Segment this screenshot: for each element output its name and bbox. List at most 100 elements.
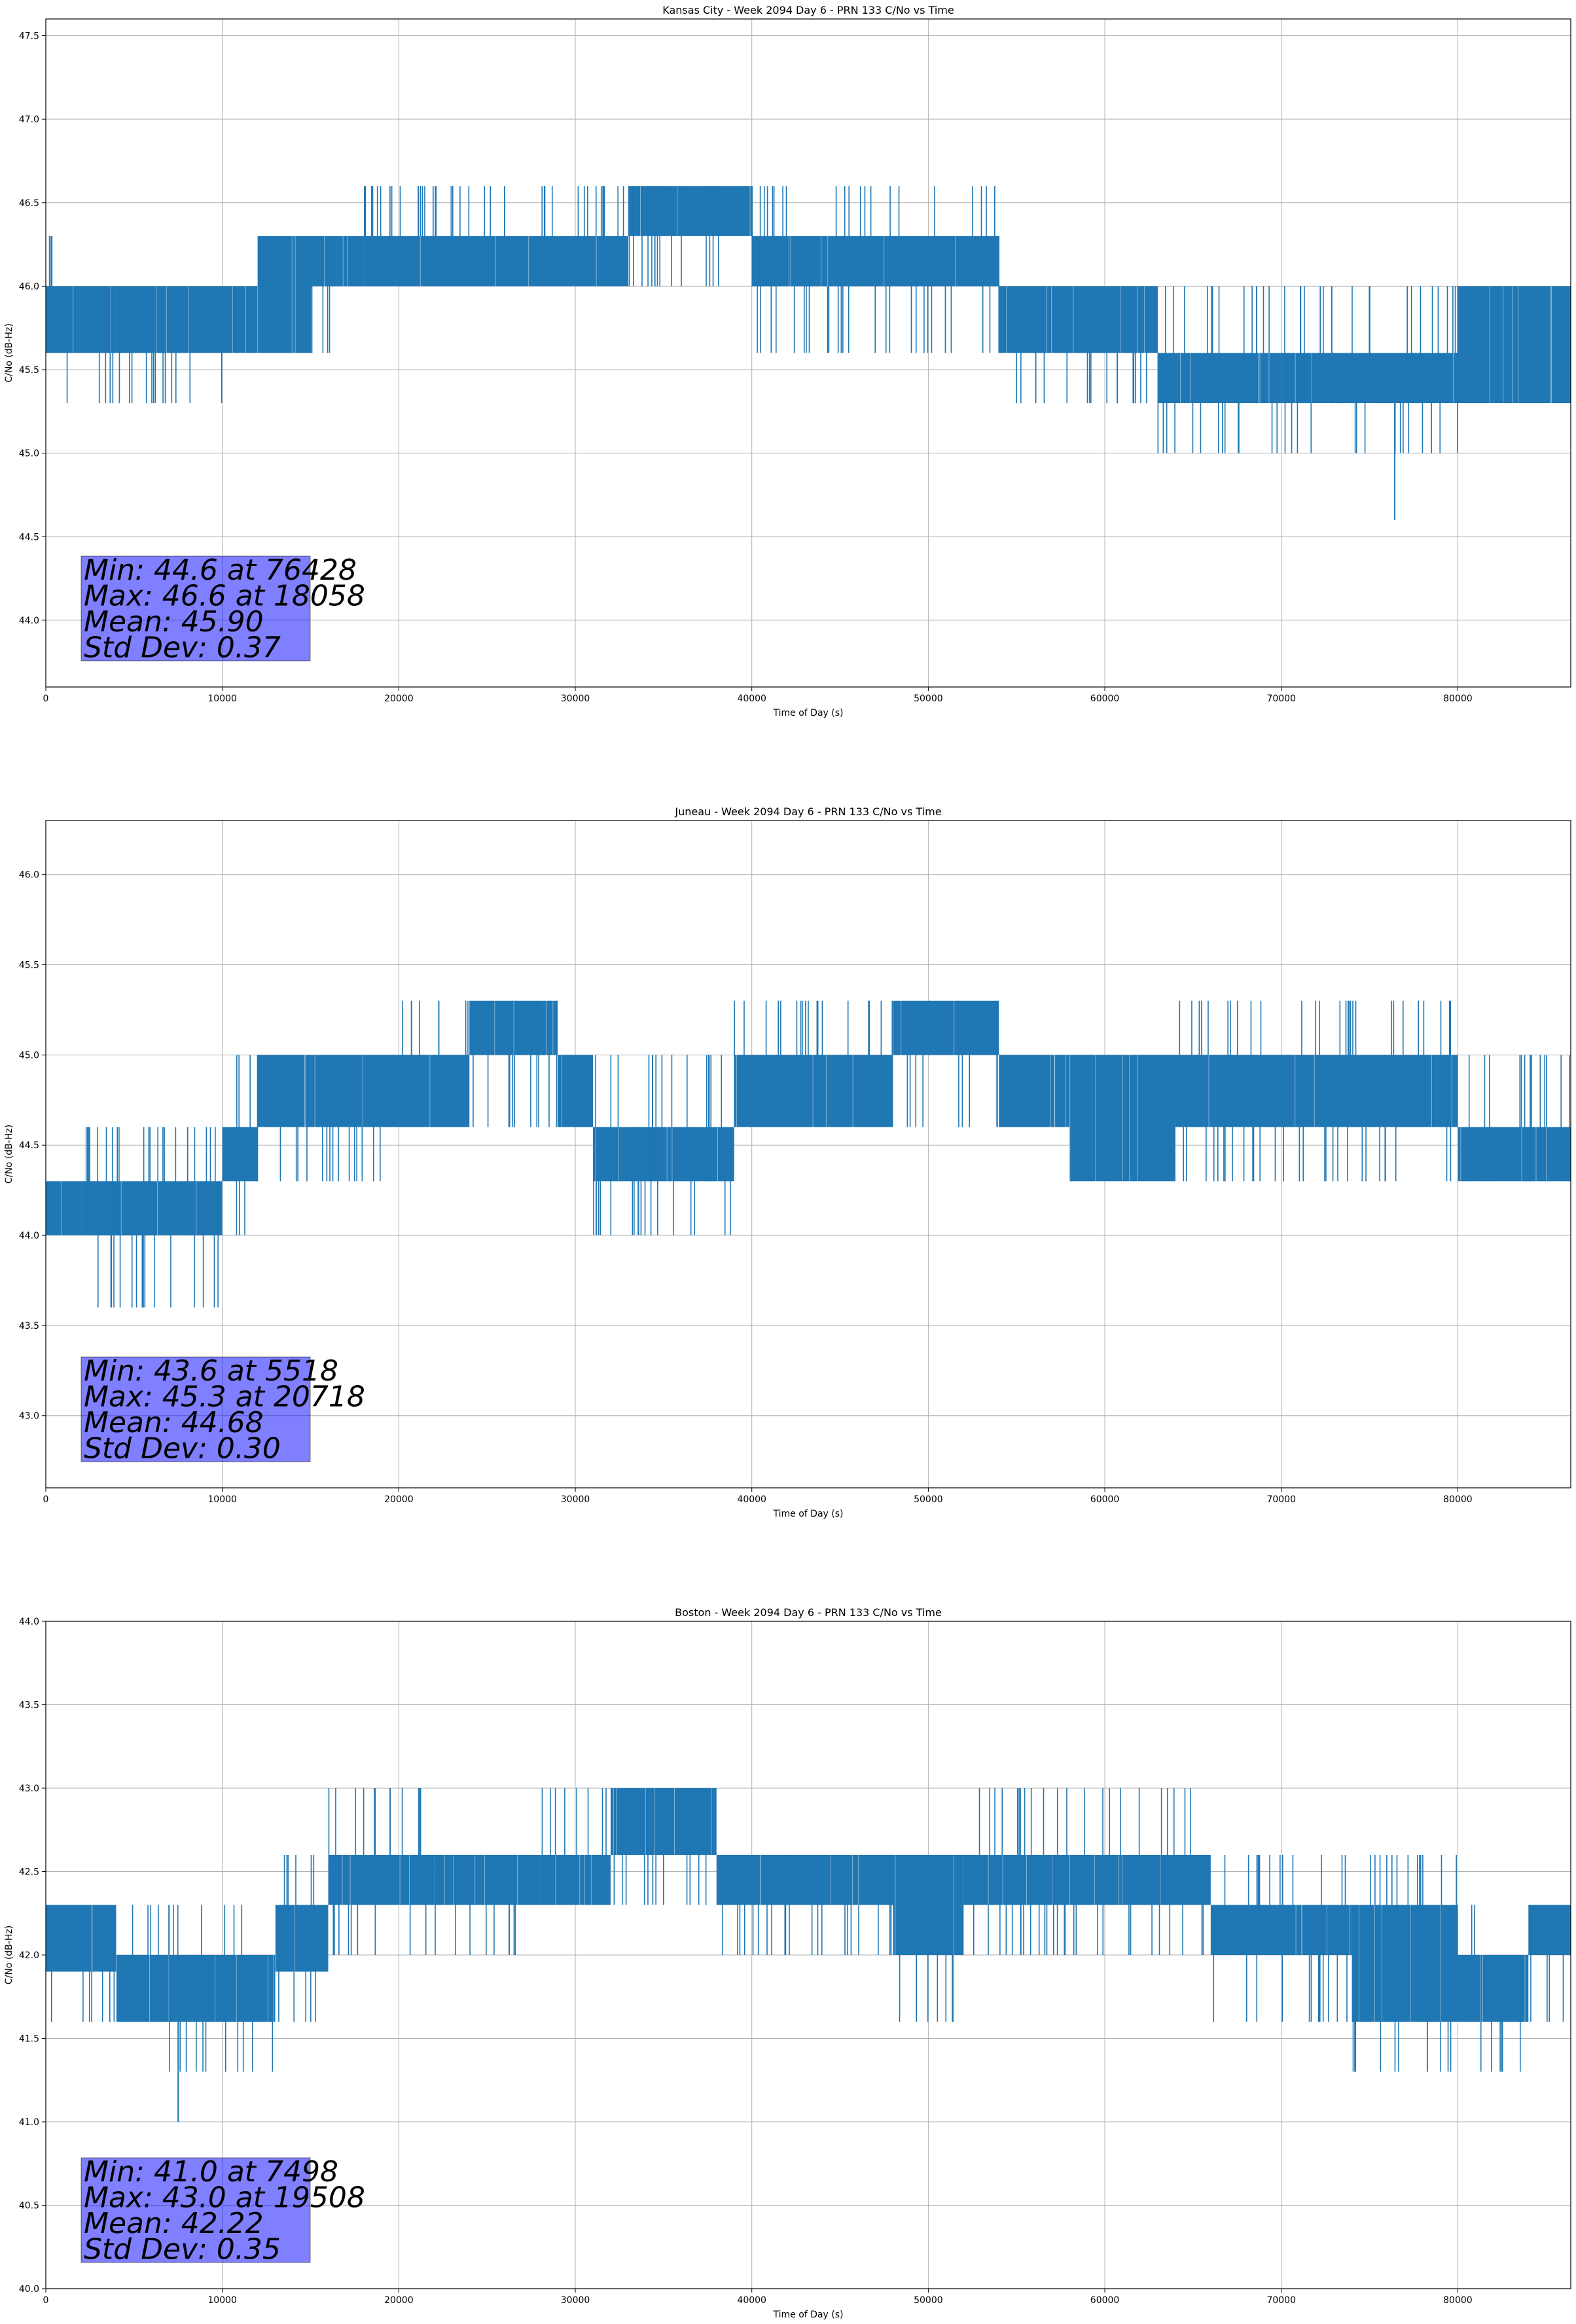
x-tick-label: 0 [43,694,49,704]
x-tick-label: 10000 [207,694,237,704]
stats-box-bg [81,555,311,661]
y-tick-label: 40.5 [19,2201,39,2211]
series-line [46,1000,1571,1308]
series-band [734,1055,893,1127]
stats-box-bg [81,2157,311,2263]
x-tick-label: 70000 [1266,1494,1296,1505]
series-band [257,236,311,353]
series-band [169,1955,276,2022]
series-band [505,236,628,287]
y-tick-label: 45.0 [19,449,39,459]
stats-line: Min: 41.0 at 7498 [84,2155,338,2189]
y-tick-label: 42.5 [19,1867,39,1878]
stats-line: Std Dev: 0.37 [84,631,281,665]
plot-frame [45,820,1571,1488]
series-band [1352,1905,1458,2022]
series-line [46,1788,1571,2122]
series-band [46,286,63,353]
chart-title: Boston - Week 2094 Day 6 - PRN 133 C/No … [675,1606,942,1619]
y-tick-label: 45.5 [19,960,39,971]
series-band [328,1855,435,1905]
chart-2: 0 10000 20000 30000 40000 50000 60000 70000 8000… [4,1606,1571,2320]
y-tick-label: 44.0 [19,1231,39,1241]
y-tick-label: 41.0 [19,2117,39,2128]
x-tick-label: 60000 [1090,1494,1120,1505]
plot-frame [45,18,1571,688]
x-tick-label: 70000 [1266,2295,1296,2306]
x-tick-label: 20000 [384,1494,414,1505]
x-tick-label: 80000 [1443,2295,1473,2306]
x-tick-label: 30000 [561,2295,590,2306]
x-axis-label: Time of Day (s) [773,708,844,718]
y-tick-label: 44.5 [19,1140,39,1151]
x-tick-label: 70000 [1266,694,1296,704]
stats-line: Max: 46.6 at 18058 [84,580,365,613]
x-tick-label: 30000 [561,1494,590,1505]
y-tick-label: 46.0 [19,870,39,881]
series-band [1175,1055,1458,1127]
y-axis-label: C/No (dB-Hz) [4,1926,14,1984]
series-band [222,1127,258,1182]
stats-line: Min: 44.6 at 76428 [84,554,357,587]
chart-title: Kansas City - Week 2094 Day 6 - PRN 133 … [662,4,954,16]
y-tick-label: 42.0 [19,1950,39,1961]
y-tick-label: 45.0 [19,1050,39,1061]
stats-line: Max: 45.3 at 20718 [84,1381,365,1414]
y-tick-label: 43.0 [19,1784,39,1794]
series-band [999,286,1158,353]
y-tick-label: 47.0 [19,114,39,125]
series-band [81,1181,223,1236]
x-tick-label: 40000 [737,1494,766,1505]
y-tick-label: 44.0 [19,616,39,626]
series-band [116,286,223,353]
stats-box-bg [81,1356,311,1462]
x-tick-label: 30000 [561,694,590,704]
y-tick-label: 46.5 [19,198,39,209]
chart-0: 0 10000 20000 30000 40000 50000 60000 70000 8000… [4,4,1571,718]
x-tick-label: 0 [43,1494,49,1505]
series-line [46,186,1571,520]
series-band [399,1055,470,1127]
chart-1: 0 10000 20000 30000 40000 50000 60000 70000 8000… [4,805,1571,1519]
series-band [46,1181,81,1236]
x-tick-label: 40000 [737,2295,766,2306]
y-tick-label: 43.5 [19,1700,39,1711]
x-tick-label: 50000 [914,2295,943,2306]
x-tick-label: 20000 [384,2295,414,2306]
stats-line: Mean: 44.68 [84,1406,264,1439]
series-band [716,1855,893,1905]
stats-line: Mean: 42.22 [84,2207,264,2240]
stats-line: Min: 43.6 at 5518 [84,1354,338,1388]
stats-line: Max: 43.0 at 19508 [84,2181,365,2215]
stats-line: Std Dev: 0.35 [84,2233,281,2266]
y-tick-label: 47.5 [19,31,39,42]
x-tick-label: 10000 [207,1494,237,1505]
series-band [1210,1905,1352,1955]
series-band [893,1000,999,1055]
series-band [628,186,752,236]
series-band [257,1055,399,1127]
x-tick-label: 10000 [207,2295,237,2306]
x-tick-label: 0 [43,2295,49,2306]
series-band [1458,1955,1529,2022]
series-band [999,1055,1070,1127]
series-band [363,236,505,287]
stats-line: Std Dev: 0.30 [84,1432,281,1466]
x-tick-label: 80000 [1443,694,1473,704]
chart-title: Juneau - Week 2094 Day 6 - PRN 133 C/No … [674,805,941,818]
y-tick-label: 43.5 [19,1321,39,1331]
series-band [1458,1127,1571,1182]
y-tick-label: 45.5 [19,365,39,376]
series-band [1458,286,1571,404]
x-tick-label: 60000 [1090,694,1120,704]
series-band [540,1855,611,1905]
y-axis-label: C/No (dB-Hz) [4,1125,14,1184]
series-band [116,1955,170,2022]
stats-line: Mean: 45.90 [84,605,264,639]
series-band [558,1055,593,1127]
